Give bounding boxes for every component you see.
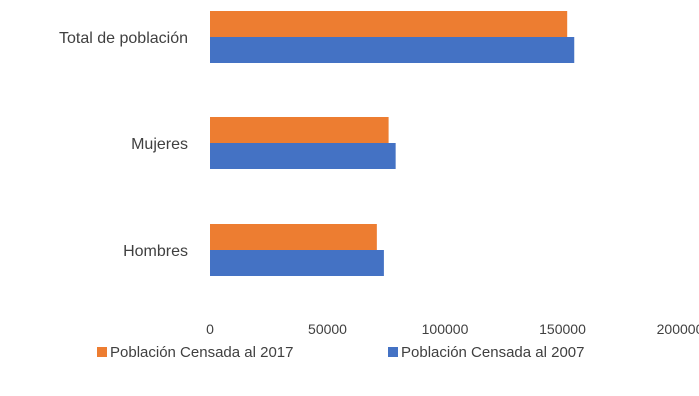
legend: Población Censada al 2017 Población Censa…: [97, 344, 584, 361]
category-label: Hombres: [123, 243, 188, 260]
category-label: Mujeres: [131, 136, 188, 153]
legend-label-2007: Población Censada al 2007: [401, 344, 584, 361]
category-labels: Total de población Mujeres Hombres: [59, 30, 188, 260]
bar-2007-1: [210, 143, 396, 169]
legend-swatch-2007: [388, 347, 398, 357]
x-tick-label: 200000: [657, 321, 699, 337]
bar-2017-1: [210, 117, 389, 143]
bars-group: [210, 11, 575, 276]
legend-label-2017: Población Censada al 2017: [110, 344, 293, 361]
x-tick-label: 100000: [422, 321, 469, 337]
bar-2007-0: [210, 37, 575, 63]
bar-2017-2: [210, 224, 377, 250]
x-axis-ticks: 0 50000 100000 150000 200000: [206, 321, 699, 337]
x-tick-label: 150000: [539, 321, 586, 337]
category-label: Total de población: [59, 30, 188, 47]
bar-2017-0: [210, 11, 568, 37]
x-tick-label: 50000: [308, 321, 347, 337]
legend-swatch-2017: [97, 347, 107, 357]
bar-2007-2: [210, 250, 384, 276]
x-tick-label: 0: [206, 321, 214, 337]
